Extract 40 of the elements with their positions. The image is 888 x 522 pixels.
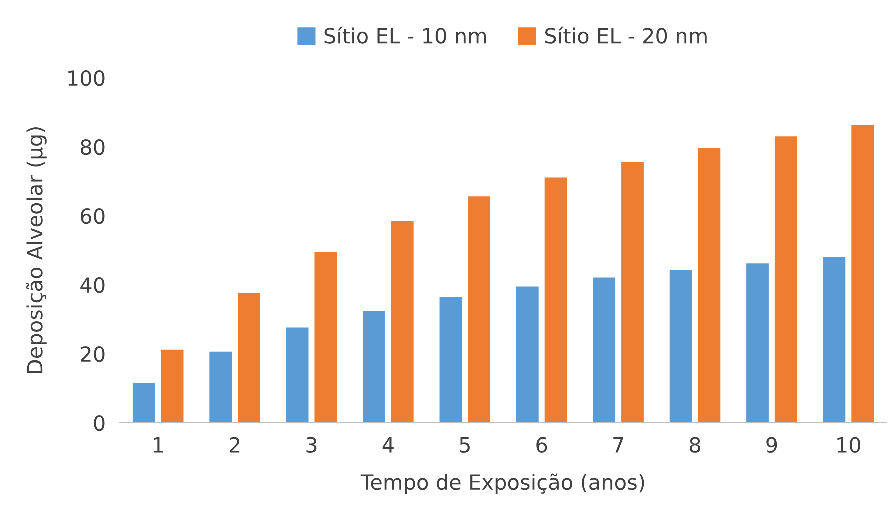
y-axis-title: Deposição Alveolar (µg): [26, 128, 47, 374]
bar: [362, 310, 387, 423]
y-tick-label: 40: [80, 277, 105, 294]
x-tick-label: 6: [536, 437, 548, 454]
bar: [774, 135, 799, 423]
bar: [208, 350, 234, 423]
bar: [160, 348, 186, 423]
x-tick-label: 1: [154, 438, 164, 453]
x-tick-label: 7: [614, 438, 624, 453]
y-tick-label: 100: [68, 70, 105, 86]
bar: [466, 195, 492, 423]
x-tick-label: 9: [766, 437, 778, 454]
bar: [668, 268, 694, 423]
bar: [284, 326, 310, 423]
x-axis-title: Tempo de Exposição (anos): [360, 474, 644, 494]
y-tick-label: 20: [81, 346, 105, 362]
bar: [745, 262, 770, 423]
bar: [620, 161, 646, 423]
legend-label: Sítio EL - 10 nm: [324, 26, 486, 44]
bar: [592, 276, 617, 423]
bar: [132, 382, 157, 423]
x-tick-label: 10: [838, 437, 861, 454]
bar: [696, 146, 722, 423]
x-tick-label: 3: [306, 437, 317, 454]
bar: [822, 256, 848, 423]
bar: [438, 296, 464, 423]
x-tick-label: 8: [690, 437, 700, 454]
bar: [390, 220, 416, 423]
x-tick-label: 2: [230, 437, 240, 453]
bar: [515, 285, 540, 423]
y-tick-label: 0: [94, 415, 105, 432]
x-tick-label: 4: [382, 438, 394, 453]
bar: [236, 292, 262, 423]
y-tick-label: 60: [81, 208, 105, 224]
legend-label: Sítio EL - 20 nm: [546, 26, 707, 44]
x-tick-label: 5: [460, 438, 470, 454]
bar: [850, 124, 876, 423]
y-tick-label: 80: [81, 139, 105, 156]
bar: [543, 176, 569, 423]
bar: [313, 250, 339, 423]
